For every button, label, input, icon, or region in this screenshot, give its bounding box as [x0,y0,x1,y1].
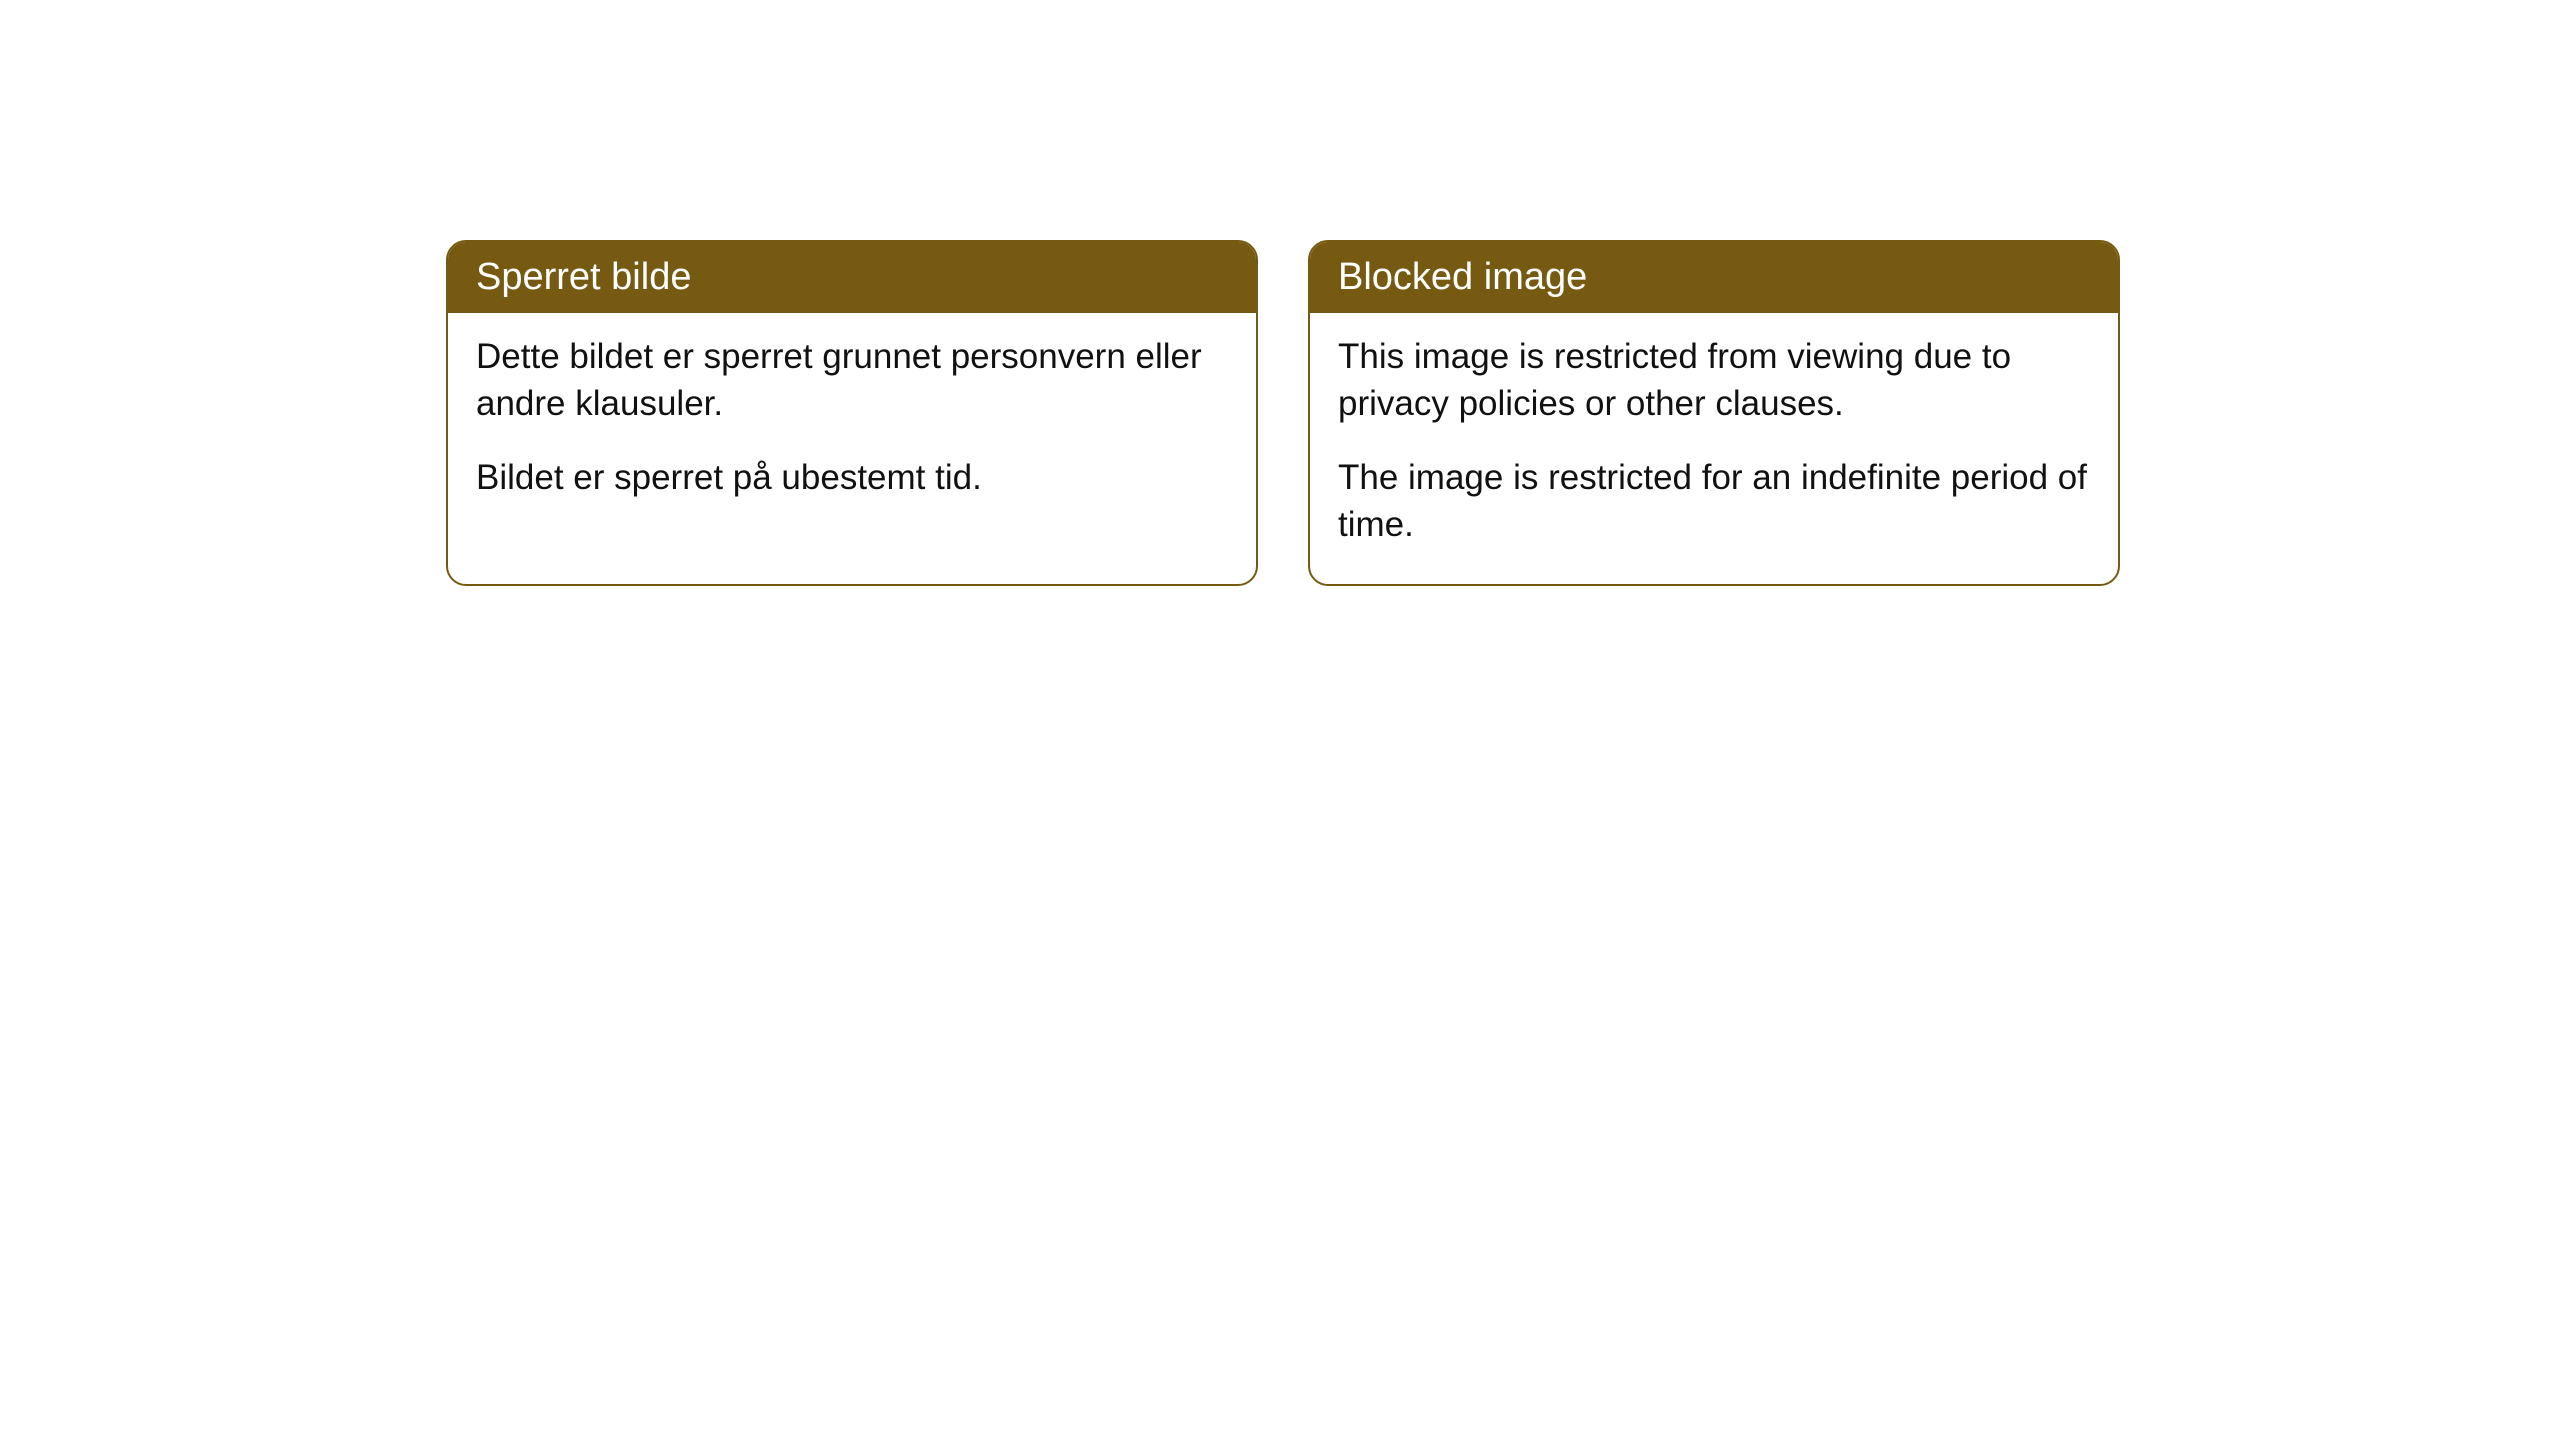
card-paragraph: Dette bildet er sperret grunnet personve… [476,333,1228,428]
card-body: Dette bildet er sperret grunnet personve… [448,313,1256,584]
blocked-image-card-norwegian: Sperret bilde Dette bildet er sperret gr… [446,240,1258,586]
card-title: Sperret bilde [448,242,1256,313]
card-title: Blocked image [1310,242,2118,313]
blocked-image-card-english: Blocked image This image is restricted f… [1308,240,2120,586]
card-paragraph: The image is restricted for an indefinit… [1338,454,2090,549]
card-paragraph: Bildet er sperret på ubestemt tid. [476,454,1228,501]
notice-cards-container: Sperret bilde Dette bildet er sperret gr… [0,0,2560,586]
card-paragraph: This image is restricted from viewing du… [1338,333,2090,428]
card-body: This image is restricted from viewing du… [1310,313,2118,584]
